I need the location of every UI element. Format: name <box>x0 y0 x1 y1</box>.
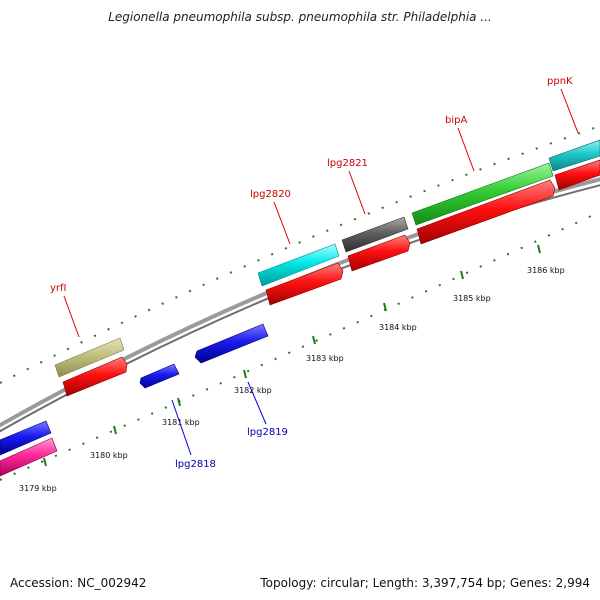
cds-arrow-lpg2821[interactable] <box>347 234 411 272</box>
gene-ppnK-block[interactable] <box>548 139 600 172</box>
gene-label-yrfI[interactable]: yrfI <box>50 283 67 294</box>
inner-tick-track <box>0 211 600 481</box>
gene-label-bipA[interactable]: bipA <box>445 115 467 126</box>
genome-summary-text: Topology: circular; Length: 3,397,754 bp… <box>260 576 590 590</box>
gene-label-lpg2819[interactable]: lpg2819 <box>247 427 288 438</box>
leader-lpg2818 <box>171 399 192 456</box>
gene-bipA-block[interactable] <box>411 162 554 226</box>
cds-arrow-ppnK[interactable] <box>554 159 600 191</box>
major-tick-3184 <box>383 302 387 312</box>
leader-lpg2821 <box>348 170 366 215</box>
bottom-strand-genes <box>0 323 269 477</box>
major-tick-3183 <box>312 335 316 345</box>
gene-labels: yrfI lpg2820 lpg2821 bipA ppnK lpg2818 l… <box>50 76 573 470</box>
kbp-label-3179: 3179 kbp <box>19 484 57 493</box>
accession-text: Accession: NC_002942 <box>10 576 147 590</box>
outer-tick-track <box>0 125 600 384</box>
gene-label-ppnK[interactable]: ppnK <box>547 76 573 87</box>
kbp-label-3186: 3186 kbp <box>527 266 565 275</box>
gene-label-lpg2821[interactable]: lpg2821 <box>327 158 368 169</box>
gene-lpg2821-block[interactable] <box>341 216 409 253</box>
kbp-label-3180: 3180 kbp <box>90 451 128 460</box>
leader-lpg2820 <box>273 201 291 245</box>
major-tick-3180 <box>113 425 117 435</box>
gene-label-lpg2820[interactable]: lpg2820 <box>250 189 291 200</box>
major-tick-3185 <box>460 270 464 280</box>
label-leaders <box>63 88 579 456</box>
major-tick-3179 <box>43 457 47 467</box>
gene-lpg2820-block[interactable] <box>257 243 340 287</box>
leader-yrfI <box>63 295 80 338</box>
major-ticks <box>43 244 541 467</box>
gene-lpg2818-arrow[interactable] <box>139 363 180 389</box>
major-tick-3181 <box>177 397 181 407</box>
kbp-label-3182: 3182 kbp <box>234 386 272 395</box>
leader-lpg2819 <box>247 381 267 425</box>
gene-unlabeled-pink[interactable] <box>0 437 58 477</box>
kbp-label-3183: 3183 kbp <box>306 354 344 363</box>
gene-unlabeled-blue[interactable] <box>0 420 52 456</box>
map-title: Legionella pneumophila subsp. pneumophil… <box>108 10 492 24</box>
leader-bipA <box>457 127 475 172</box>
major-tick-3182 <box>243 369 247 379</box>
backbone <box>0 177 600 433</box>
kbp-label-3184: 3184 kbp <box>379 323 417 332</box>
kbp-label-3181: 3181 kbp <box>162 418 200 427</box>
kbp-labels: 3179 kbp 3180 kbp 3181 kbp 3182 kbp 3183… <box>19 266 565 493</box>
leader-ppnK <box>560 88 579 134</box>
gene-yrfI-block[interactable] <box>54 337 125 378</box>
cds-arrow-yrfI[interactable] <box>62 356 128 397</box>
top-strand-genes <box>54 139 600 378</box>
gene-label-lpg2818[interactable]: lpg2818 <box>175 459 216 470</box>
top-strand-cds <box>62 159 600 397</box>
major-tick-3186 <box>537 244 541 254</box>
cds-arrow-lpg2820[interactable] <box>265 262 344 306</box>
kbp-label-3185: 3185 kbp <box>453 294 491 303</box>
cds-arrow-bipA[interactable] <box>416 179 556 245</box>
gene-lpg2819-arrow[interactable] <box>194 323 269 364</box>
